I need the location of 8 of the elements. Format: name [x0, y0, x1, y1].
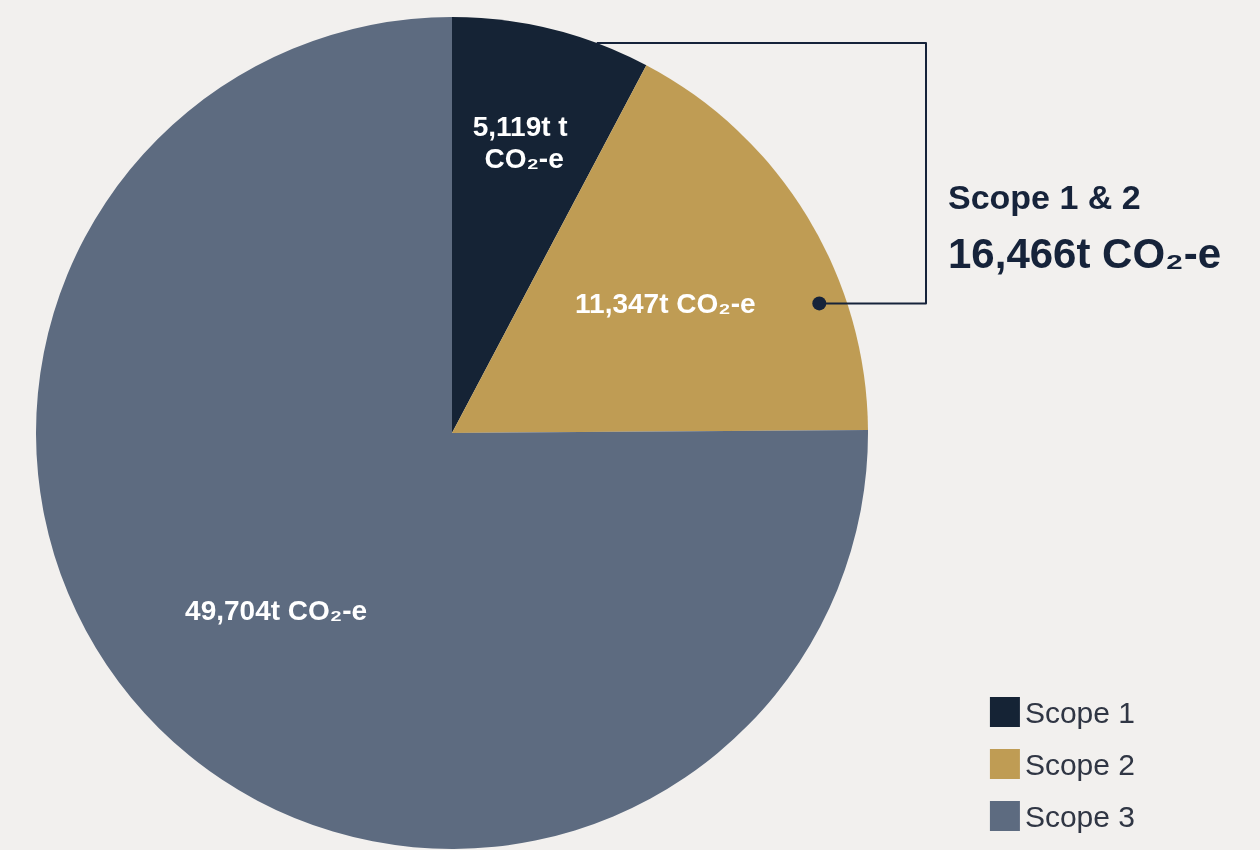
data-label: 11,347t CO₂-e — [575, 287, 756, 319]
data-label: 49,704t CO₂-e — [185, 594, 368, 626]
legend-label: Scope 1 — [1024, 695, 1136, 729]
text: Scope 1 & 2 — [948, 178, 1141, 216]
legend-label: Scope 2 — [1024, 747, 1136, 781]
text: 16,466t CO₂-e — [948, 229, 1222, 277]
legend-label: Scope 3 — [1024, 799, 1136, 833]
data-label: 5,119t t CO₂-e — [472, 110, 576, 174]
